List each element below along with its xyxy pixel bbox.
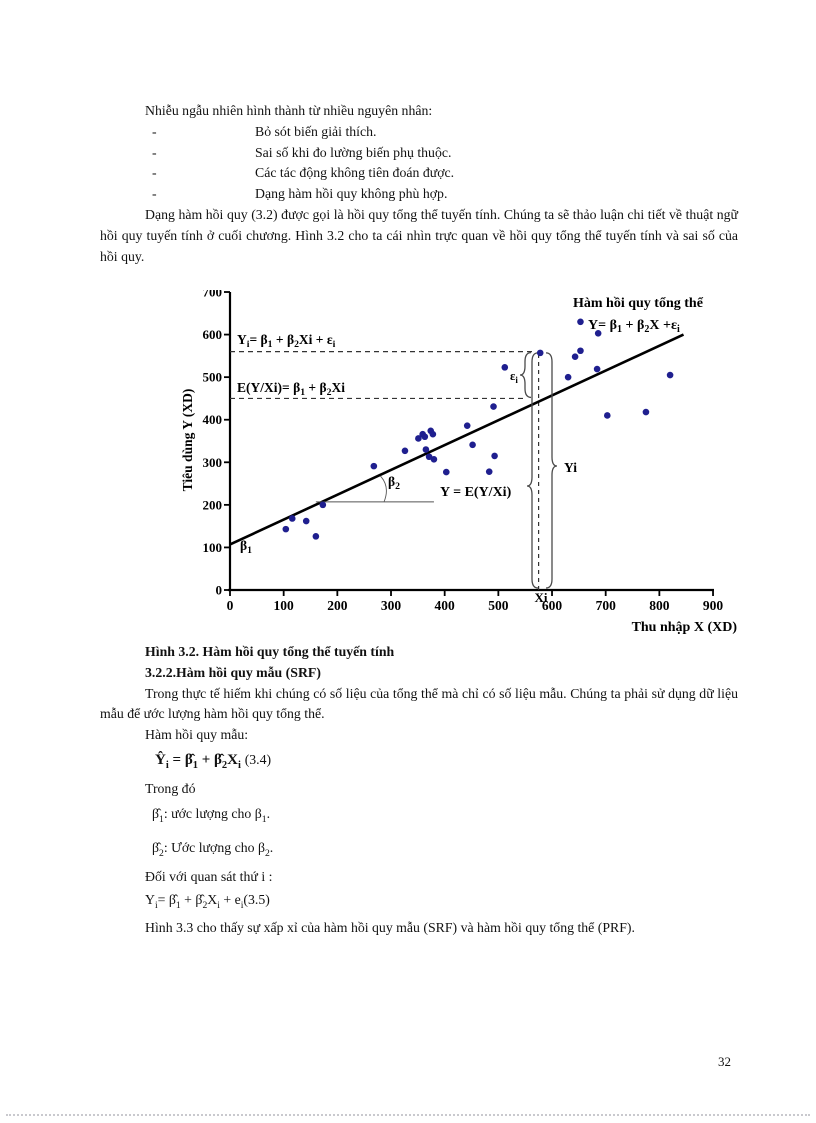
paragraph: Trong thực tế hiếm khi chúng có số liệu … xyxy=(100,685,738,722)
bullet-text: Sai số khi đo lường biến phụ thuộc. xyxy=(255,144,452,160)
data-point xyxy=(469,441,476,449)
data-point xyxy=(501,364,509,371)
prf-equation: Y= β1 + β2X +εi xyxy=(588,318,680,335)
list-item: - Sai số khi đo lường biến phụ thuộc. xyxy=(100,143,738,164)
data-point xyxy=(536,349,544,357)
data-point xyxy=(370,462,378,470)
x-tick-label: 700 xyxy=(596,598,617,613)
data-point xyxy=(422,446,430,453)
yi-equation: Yi= β1 + β2Xi + εi xyxy=(237,332,336,350)
y-tick-label: 600 xyxy=(203,327,223,342)
y-tick-label: 400 xyxy=(203,412,223,427)
data-point xyxy=(415,435,422,442)
figure-3-2-chart: 0 100 200 300 400 500 600 700 0 100 200 300 400 500 60… xyxy=(180,285,738,635)
data-point xyxy=(491,452,498,460)
curly-brace xyxy=(526,352,539,589)
eyx-equation: E(Y/Xi)= β1 + β2Xi xyxy=(237,380,345,398)
y-tick-label: 0 xyxy=(216,583,223,598)
x-axis-title: Thu nhập X (XD) xyxy=(632,620,738,635)
section-heading: 3.2.2.Hàm hồi quy mẫu (SRF) xyxy=(145,664,321,680)
top-text-block: Nhiễu ngẫu nhiên hình thành từ nhiều ngu… xyxy=(100,101,738,267)
figure-3-2: 0 100 200 300 400 500 600 700 0 100 200 300 400 500 60… xyxy=(180,285,740,640)
x-tick-label: 900 xyxy=(703,598,724,613)
data-point xyxy=(490,403,497,410)
beta1-definition: β̂1: ước lượng cho β1. xyxy=(152,805,271,825)
data-point xyxy=(430,456,438,463)
observation-line: Đối với quan sát thứ i : xyxy=(145,869,273,885)
paragraph: Hình 3.3 cho thấy sự xấp xỉ của hàm hồi … xyxy=(145,919,635,935)
yi-brace-label: Yi xyxy=(564,460,577,475)
data-point xyxy=(564,373,572,381)
bottom-text-block: Hình 3.2. Hàm hồi quy tổng thể tuyến tín… xyxy=(100,642,738,939)
beta1-label: β1 xyxy=(240,538,252,556)
y-axis-title: Tiêu dùng Y (XD) xyxy=(180,389,195,492)
data-point xyxy=(442,468,450,476)
data-point xyxy=(577,347,584,355)
curly-brace xyxy=(545,352,558,589)
data-point xyxy=(577,318,584,326)
x-tick-label: 800 xyxy=(649,598,670,613)
data-point xyxy=(421,433,429,441)
formula-3-4-number: (3.4) xyxy=(244,751,272,767)
figure-caption: Hình 3.2. Hàm hồi quy tổng thể tuyến tín… xyxy=(145,644,395,659)
y-tick-label: 100 xyxy=(203,540,223,555)
y-tick-label: 700 xyxy=(203,290,223,300)
data-point xyxy=(463,422,471,429)
conditional-mean-label: Y = E(Y/Xi) xyxy=(440,485,512,500)
data-point xyxy=(642,408,650,416)
beta2-label: β2 xyxy=(388,474,400,492)
intro-line: Nhiễu ngẫu nhiên hình thành từ nhiều ngu… xyxy=(145,103,433,118)
data-point xyxy=(302,517,310,525)
x-tick-label: 400 xyxy=(435,598,456,613)
data-point xyxy=(282,525,290,533)
formula-3-5: Yi= β̂1 + β̂2Xi + ei(3.5) xyxy=(145,892,270,911)
bullet-dash: - xyxy=(152,186,157,202)
y-tick-label: 200 xyxy=(203,497,223,512)
list-item: - Bỏ sót biến giải thích. xyxy=(100,122,738,143)
data-point xyxy=(312,533,320,540)
x-tick-label: 600 xyxy=(542,598,563,613)
srf-lead: Hàm hồi quy mẫu: xyxy=(145,727,249,743)
data-point xyxy=(288,515,296,522)
trong-do-line: Trong đó xyxy=(145,780,196,796)
data-point xyxy=(429,430,437,438)
x-tick-label: 500 xyxy=(488,598,509,613)
page-number: 32 xyxy=(718,1054,731,1069)
data-point xyxy=(401,447,409,455)
paragraph: Dạng hàm hồi quy (3.2) được gọi là hồi q… xyxy=(100,206,738,264)
bullet-dash: - xyxy=(152,165,157,181)
data-point xyxy=(604,412,611,419)
data-point xyxy=(571,353,579,361)
x-tick-label: 200 xyxy=(327,598,348,613)
bullet-text: Bỏ sót biến giải thích. xyxy=(255,123,377,139)
footer-dotted-rule xyxy=(6,1114,810,1116)
bullet-dash: - xyxy=(152,123,157,139)
data-point xyxy=(319,501,327,509)
list-item: - Các tác động không tiên đoán được. xyxy=(100,163,738,184)
formula-3-4-body: Ŷi = β̂1 + β̂2Xi xyxy=(155,751,241,771)
y-tick-label: 500 xyxy=(203,370,223,385)
x-tick-label: 100 xyxy=(274,598,295,613)
bullet-text: Dạng hàm hồi quy không phù hợp. xyxy=(255,186,448,202)
x-tick-label: 0 xyxy=(227,598,234,613)
beta2-definition: β̂2: Ước lượng cho β2. xyxy=(152,839,274,859)
x-tick-label: 300 xyxy=(381,598,402,613)
data-point xyxy=(666,371,674,379)
list-item: - Dạng hàm hồi quy không phù hợp. xyxy=(100,184,738,205)
formula-3-4: Ŷi = β̂1 + β̂2Xi (3.4) xyxy=(155,746,738,779)
xi-label: Xi xyxy=(535,590,548,605)
regression-line xyxy=(229,333,685,546)
data-point xyxy=(425,453,433,461)
y-tick-label: 300 xyxy=(203,455,223,470)
bullet-dash: - xyxy=(152,144,157,160)
curly-brace xyxy=(519,351,532,399)
slope-angle-arc xyxy=(379,475,387,503)
data-point xyxy=(593,365,601,373)
data-point xyxy=(594,330,602,337)
bullet-text: Các tác động không tiên đoán được. xyxy=(255,165,455,181)
prf-title: Hàm hồi quy tổng thể xyxy=(573,296,704,311)
epsilon-label: εi xyxy=(510,369,518,385)
data-point xyxy=(485,468,493,475)
